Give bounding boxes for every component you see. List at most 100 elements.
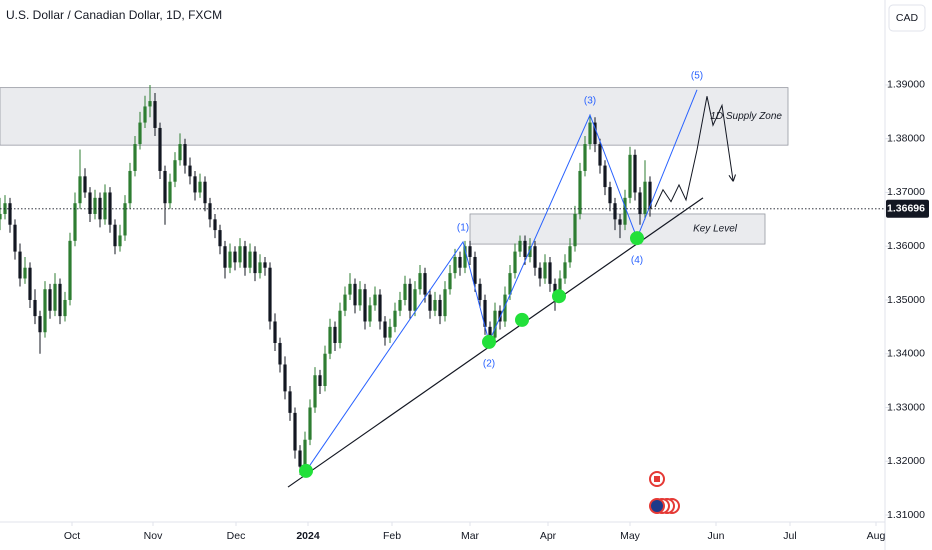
candle-body bbox=[598, 144, 602, 166]
candle-body bbox=[518, 240, 522, 252]
y-tick-label: 1.37000 bbox=[887, 186, 925, 198]
wave-path bbox=[305, 89, 698, 472]
candle-body bbox=[133, 144, 137, 171]
projection-path bbox=[654, 96, 733, 208]
zone-label: Key Level bbox=[693, 224, 738, 235]
candle-body bbox=[458, 256, 462, 268]
zone bbox=[469, 213, 766, 245]
x-tick-label: Aug bbox=[867, 530, 886, 542]
y-tick-label: 1.33000 bbox=[887, 401, 925, 413]
pivot-dot bbox=[482, 334, 496, 349]
candle-body bbox=[28, 267, 32, 300]
candle-body bbox=[503, 294, 507, 322]
candle-body bbox=[213, 219, 217, 231]
y-tick-label: 1.34000 bbox=[887, 348, 925, 360]
candle-body bbox=[308, 407, 312, 440]
candle-body bbox=[183, 144, 187, 166]
zone bbox=[0, 87, 789, 146]
candle-body bbox=[343, 294, 347, 311]
wave-label: (1) bbox=[457, 223, 469, 234]
candle-body bbox=[253, 251, 257, 274]
candle-body bbox=[193, 176, 197, 193]
candle-body bbox=[593, 122, 597, 145]
candle-body bbox=[543, 262, 547, 279]
x-tick-label: Mar bbox=[461, 530, 480, 542]
x-tick-label: Jul bbox=[783, 530, 796, 542]
candle-body bbox=[238, 246, 242, 263]
y-tick-label: 1.36000 bbox=[887, 240, 925, 252]
candle-body bbox=[578, 170, 582, 214]
us-event[interactable] bbox=[649, 498, 665, 514]
candle-body bbox=[113, 224, 117, 247]
candle-body bbox=[428, 294, 432, 311]
candle-body bbox=[433, 299, 437, 311]
candle-body bbox=[608, 187, 612, 204]
candle-body bbox=[288, 391, 292, 413]
candle-body bbox=[448, 273, 452, 290]
candle-body bbox=[218, 230, 222, 247]
x-tick-label: Jun bbox=[708, 530, 725, 542]
candle-body bbox=[618, 219, 622, 225]
candle-body bbox=[93, 197, 97, 214]
candle-body bbox=[563, 262, 567, 279]
y-tick-label: 1.38000 bbox=[887, 132, 925, 144]
candle-body bbox=[268, 267, 272, 322]
candle-body bbox=[48, 289, 52, 311]
candle-body bbox=[383, 321, 387, 338]
candle-body bbox=[168, 181, 172, 204]
candle-body bbox=[478, 283, 482, 300]
candle-body bbox=[463, 246, 467, 268]
candle-body bbox=[473, 256, 477, 284]
candle-body bbox=[373, 294, 377, 306]
candle-body bbox=[8, 203, 12, 225]
zone-label: 1D Supply Zone bbox=[710, 111, 782, 122]
candle-body bbox=[533, 246, 537, 268]
candle-body bbox=[328, 326, 332, 354]
candle-body bbox=[58, 283, 62, 317]
currency-label[interactable]: CAD bbox=[896, 12, 919, 24]
candle-body bbox=[198, 181, 202, 193]
candle-body bbox=[78, 176, 82, 204]
candle-body bbox=[643, 181, 647, 214]
x-tick-label: May bbox=[620, 530, 641, 542]
candle-body bbox=[278, 342, 282, 365]
candle-body bbox=[638, 192, 642, 214]
candle-body bbox=[143, 106, 147, 123]
candle-body bbox=[588, 122, 592, 145]
x-tick-label: Feb bbox=[383, 530, 401, 542]
candle-body bbox=[523, 240, 527, 257]
candle-body bbox=[298, 450, 302, 467]
candle-body bbox=[263, 262, 267, 268]
candle-body bbox=[648, 181, 652, 209]
candle-body bbox=[453, 256, 457, 274]
candle-body bbox=[443, 289, 447, 317]
x-tick-label: Oct bbox=[64, 530, 80, 542]
candle-body bbox=[558, 278, 562, 295]
candle-body bbox=[403, 283, 407, 300]
candle-body bbox=[228, 251, 232, 268]
candle-body bbox=[348, 283, 352, 295]
candle-body bbox=[468, 246, 472, 257]
currency-button[interactable] bbox=[888, 4, 926, 32]
candle-body bbox=[243, 246, 247, 268]
candle-body bbox=[178, 144, 182, 161]
candle-body bbox=[613, 203, 617, 220]
candle-body bbox=[508, 273, 512, 295]
candle-body bbox=[38, 316, 42, 333]
pivot-dot bbox=[515, 312, 529, 327]
candle-body bbox=[483, 299, 487, 327]
candle-body bbox=[293, 412, 297, 451]
x-tick-label: Dec bbox=[227, 530, 246, 542]
pivot-dot bbox=[552, 289, 566, 304]
last-price-box bbox=[886, 199, 929, 218]
candle-body bbox=[488, 326, 492, 338]
candle-body bbox=[368, 305, 372, 322]
candle-body bbox=[18, 251, 22, 279]
candle-body bbox=[393, 310, 397, 327]
candle-body bbox=[128, 170, 132, 204]
candle-body bbox=[313, 375, 317, 408]
candle-body bbox=[323, 353, 327, 386]
chart-title: U.S. Dollar / Canadian Dollar, 1D, FXCM bbox=[6, 8, 222, 22]
candle-body bbox=[423, 273, 427, 295]
